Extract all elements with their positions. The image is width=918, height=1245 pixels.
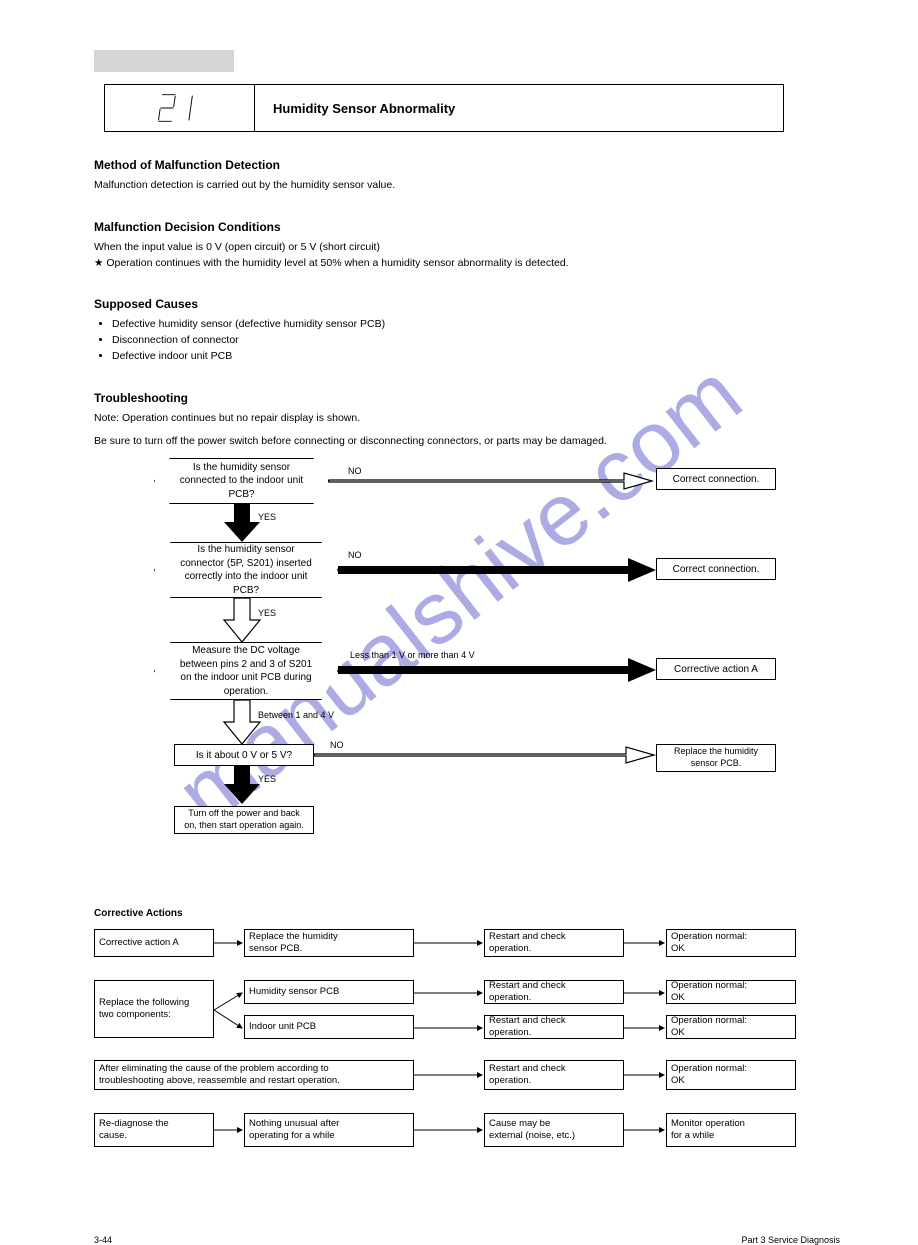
corr-r2-b1: Humidity sensor PCB	[244, 980, 414, 1004]
header-title: Humidity Sensor Abnormality	[255, 85, 783, 131]
corr-r3-a: After eliminating the cause of the probl…	[94, 1060, 414, 1090]
arrow-label: NO	[348, 550, 362, 560]
page-footer: 3-44 Part 3 Service Diagnosis	[94, 1235, 840, 1245]
corr-r1-c: Restart and check operation.	[484, 929, 624, 957]
flow-hex-2: Is the humidity sensor connector (5P, S2…	[154, 542, 338, 598]
corr-r3-c: Restart and check operation.	[484, 1060, 624, 1090]
corrective-grid: Corrective action A Replace the humidity…	[94, 925, 854, 1185]
method-label: Method of Malfunction Detection	[94, 158, 840, 172]
arrow-label: NO	[330, 740, 344, 750]
flow-hex-1: Is the humidity sensor connected to the …	[154, 458, 329, 504]
segment-display-box	[105, 85, 255, 131]
footer-left: 3-44	[94, 1235, 112, 1245]
flow-rect-5: Turn off the power and back on, then sta…	[174, 806, 314, 834]
caution-text: Be sure to turn off the power switch bef…	[94, 434, 840, 450]
corr-r1-d: Operation normal: OK	[666, 929, 796, 957]
corr-r2-c2: Restart and check operation.	[484, 1015, 624, 1039]
corr-r4-b: Nothing unusual after operating for a wh…	[244, 1113, 414, 1147]
page-header-gray-box	[94, 50, 234, 72]
corr-r2-b2: Indoor unit PCB	[244, 1015, 414, 1039]
note-text: Note: Operation continues but no repair …	[94, 411, 840, 427]
flow-out-4: Replace the humidity sensor PCB.	[656, 744, 776, 772]
corr-r2-a: Replace the following two components:	[94, 980, 214, 1038]
flow-rect-4: Is it about 0 V or 5 V?	[174, 744, 314, 766]
arrow-label: Between 1 and 4 V	[258, 710, 334, 720]
method-text: Malfunction detection is carried out by …	[94, 178, 840, 194]
seven-segment-icon	[140, 89, 220, 127]
corr-r4-c: Cause may be external (noise, etc.)	[484, 1113, 624, 1147]
decision-label: Malfunction Decision Conditions	[94, 220, 840, 234]
arrow-label: YES	[258, 512, 276, 522]
flowchart-area: Is the humidity sensor connected to the …	[94, 458, 844, 898]
arrow-label: Less than 1 V or more than 4 V	[350, 650, 475, 660]
arrow-label: YES	[258, 608, 276, 618]
causes-label: Supposed Causes	[94, 297, 840, 311]
footer-right: Part 3 Service Diagnosis	[741, 1235, 840, 1245]
arrow-label: NO	[348, 466, 362, 476]
flow-out-2: Correct connection.	[656, 558, 776, 580]
corr-r2-d1: Operation normal: OK	[666, 980, 796, 1004]
arrow-label: YES	[258, 774, 276, 784]
corr-r1-b: Replace the humidity sensor PCB.	[244, 929, 414, 957]
flow-hex-3: Measure the DC voltage between pins 2 an…	[154, 642, 338, 700]
troubleshooting-label: Troubleshooting	[94, 391, 840, 405]
corr-r4-a: Re-diagnose the cause.	[94, 1113, 214, 1147]
list-item: Disconnection of connector	[112, 333, 840, 349]
corr-r4-d: Monitor operation for a while	[666, 1113, 796, 1147]
flow-out-3: Corrective action A	[656, 658, 776, 680]
causes-list: Defective humidity sensor (defective hum…	[112, 317, 840, 364]
decision-text: When the input value is 0 V (open circui…	[94, 240, 840, 272]
list-item: Defective indoor unit PCB	[112, 349, 840, 365]
header-row: Humidity Sensor Abnormality	[104, 84, 784, 132]
corrective-label: Corrective Actions	[94, 908, 840, 919]
corr-r2-d2: Operation normal: OK	[666, 1015, 796, 1039]
corr-r3-d: Operation normal: OK	[666, 1060, 796, 1090]
flow-out-1: Correct connection.	[656, 468, 776, 490]
list-item: Defective humidity sensor (defective hum…	[112, 317, 840, 333]
corr-r2-c1: Restart and check operation.	[484, 980, 624, 1004]
corr-r1-a: Corrective action A	[94, 929, 214, 957]
